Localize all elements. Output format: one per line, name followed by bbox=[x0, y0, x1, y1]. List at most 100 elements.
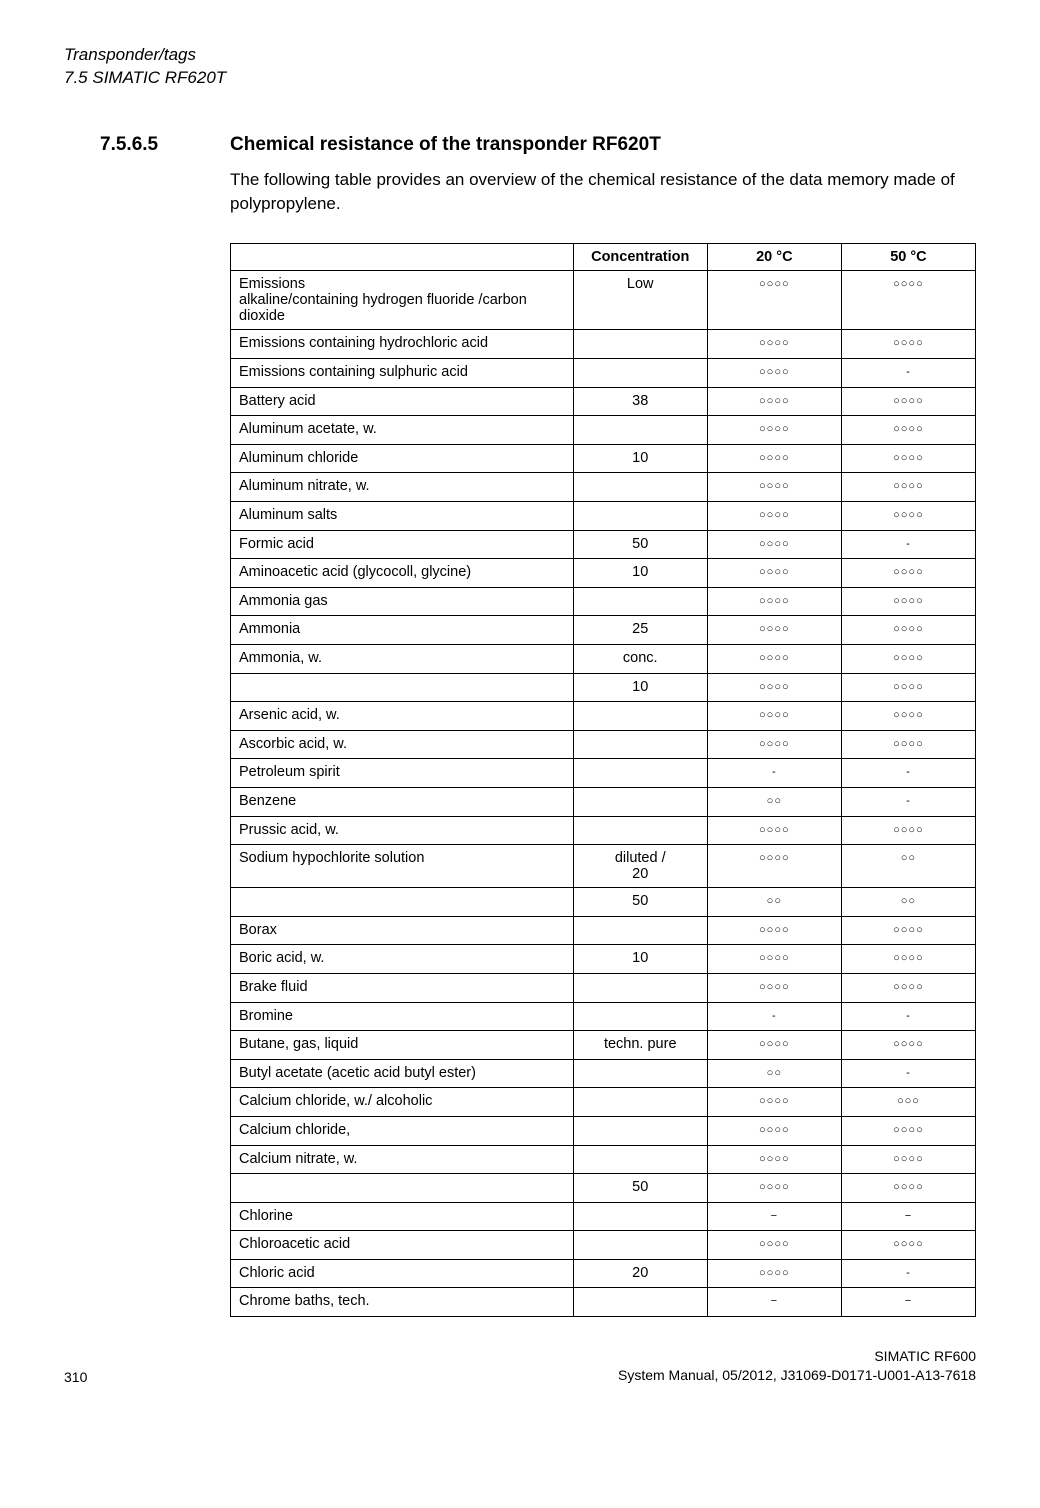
cell-concentration bbox=[573, 587, 707, 616]
cell-chemical: Aluminum salts bbox=[231, 502, 574, 531]
cell-20c: ○○○○ bbox=[707, 1231, 841, 1260]
cell-chemical: Borax bbox=[231, 916, 574, 945]
cell-chemical: Aluminum chloride bbox=[231, 444, 574, 473]
cell-20c: ○○○○ bbox=[707, 645, 841, 674]
col-20c: 20 °C bbox=[707, 244, 841, 271]
cell-concentration bbox=[573, 816, 707, 845]
cell-concentration: 10 bbox=[573, 559, 707, 588]
cell-50c: ○○○○ bbox=[841, 1031, 975, 1060]
cell-20c: ○○○○ bbox=[707, 502, 841, 531]
cell-concentration bbox=[573, 359, 707, 388]
table-row: Formic acid50○○○○- bbox=[231, 530, 976, 559]
cell-concentration: 10 bbox=[573, 673, 707, 702]
table-row: Prussic acid, w.○○○○○○○○ bbox=[231, 816, 976, 845]
cell-20c: ○○○○ bbox=[707, 1116, 841, 1145]
cell-50c: ○○○○ bbox=[841, 1231, 975, 1260]
table-row: Ammonia25○○○○○○○○ bbox=[231, 616, 976, 645]
cell-50c: − bbox=[841, 1288, 975, 1317]
cell-concentration bbox=[573, 1288, 707, 1317]
cell-chemical: Benzene bbox=[231, 787, 574, 816]
resistance-table-wrap: Concentration 20 °C 50 °C Emissions alka… bbox=[64, 243, 976, 1317]
footer-page-number: 310 bbox=[64, 1369, 87, 1385]
table-row: Butyl acetate (acetic acid butyl ester)○… bbox=[231, 1059, 976, 1088]
table-row: Aminoacetic acid (glycocoll, glycine)10○… bbox=[231, 559, 976, 588]
cell-concentration bbox=[573, 1116, 707, 1145]
cell-concentration bbox=[573, 787, 707, 816]
cell-concentration: diluted / 20 bbox=[573, 845, 707, 888]
table-row: Aluminum salts ○○○○○○○○ bbox=[231, 502, 976, 531]
table-row: Ammonia, w.conc.○○○○○○○○ bbox=[231, 645, 976, 674]
cell-chemical: Calcium nitrate, w. bbox=[231, 1145, 574, 1174]
cell-chemical: Arsenic acid, w. bbox=[231, 702, 574, 731]
cell-50c: ○○○○ bbox=[841, 416, 975, 445]
table-row: Ammonia gas○○○○○○○○ bbox=[231, 587, 976, 616]
cell-50c: - bbox=[841, 759, 975, 788]
table-row: Chlorine−− bbox=[231, 1202, 976, 1231]
table-row: Sodium hypochlorite solutiondiluted / 20… bbox=[231, 845, 976, 888]
cell-concentration bbox=[573, 330, 707, 359]
cell-chemical bbox=[231, 673, 574, 702]
cell-chemical: Calcium chloride, w./ alcoholic bbox=[231, 1088, 574, 1117]
header-line-1: Transponder/tags bbox=[64, 44, 976, 67]
cell-50c: - bbox=[841, 530, 975, 559]
cell-concentration bbox=[573, 1059, 707, 1088]
cell-20c: - bbox=[707, 1002, 841, 1031]
cell-20c: ○○ bbox=[707, 1059, 841, 1088]
cell-20c: ○○○○ bbox=[707, 271, 841, 330]
cell-chemical: Chloric acid bbox=[231, 1259, 574, 1288]
cell-chemical: Ammonia, w. bbox=[231, 645, 574, 674]
table-row: Aluminum acetate, w.○○○○○○○○ bbox=[231, 416, 976, 445]
cell-50c: - bbox=[841, 1002, 975, 1031]
cell-concentration bbox=[573, 416, 707, 445]
table-row: Bromine-- bbox=[231, 1002, 976, 1031]
cell-chemical bbox=[231, 888, 574, 917]
section-heading: 7.5.6.5 Chemical resistance of the trans… bbox=[64, 134, 976, 156]
table-row: Calcium chloride,○○○○○○○○ bbox=[231, 1116, 976, 1145]
table-row: Butane, gas, liquidtechn. pure○○○○○○○○ bbox=[231, 1031, 976, 1060]
cell-20c: ○○○○ bbox=[707, 916, 841, 945]
table-row: Calcium nitrate, w.○○○○○○○○ bbox=[231, 1145, 976, 1174]
cell-20c: ○○○○ bbox=[707, 330, 841, 359]
section-number: 7.5.6.5 bbox=[100, 134, 230, 156]
cell-chemical: Chrome baths, tech. bbox=[231, 1288, 574, 1317]
cell-50c: ○○○○ bbox=[841, 816, 975, 845]
table-row: Chrome baths, tech.−− bbox=[231, 1288, 976, 1317]
cell-50c: ○○○○ bbox=[841, 645, 975, 674]
cell-20c: ○○○○ bbox=[707, 444, 841, 473]
cell-concentration bbox=[573, 916, 707, 945]
cell-20c: - bbox=[707, 759, 841, 788]
cell-20c: ○○○○ bbox=[707, 973, 841, 1002]
cell-chemical: Brake fluid bbox=[231, 973, 574, 1002]
cell-concentration: 25 bbox=[573, 616, 707, 645]
cell-20c: ○○○○ bbox=[707, 1174, 841, 1203]
cell-20c: ○○○○ bbox=[707, 416, 841, 445]
cell-50c: - bbox=[841, 787, 975, 816]
page-header: Transponder/tags 7.5 SIMATIC RF620T bbox=[64, 44, 976, 90]
cell-50c: - bbox=[841, 1259, 975, 1288]
table-row: Boric acid, w.10○○○○○○○○ bbox=[231, 945, 976, 974]
cell-20c: ○○○○ bbox=[707, 530, 841, 559]
cell-concentration: 20 bbox=[573, 1259, 707, 1288]
cell-20c: ○○○○ bbox=[707, 387, 841, 416]
footer-doc-id: System Manual, 05/2012, J31069-D0171-U00… bbox=[618, 1366, 976, 1385]
cell-50c: ○○○○ bbox=[841, 1116, 975, 1145]
cell-20c: ○○○○ bbox=[707, 702, 841, 731]
cell-chemical: Aluminum nitrate, w. bbox=[231, 473, 574, 502]
cell-20c: ○○○○ bbox=[707, 1259, 841, 1288]
cell-chemical: Chlorine bbox=[231, 1202, 574, 1231]
table-row: Emissions containing sulphuric acid○○○○- bbox=[231, 359, 976, 388]
table-row: 50○○○○ bbox=[231, 888, 976, 917]
table-row: Petroleum spirit-- bbox=[231, 759, 976, 788]
cell-50c: ○○○○ bbox=[841, 559, 975, 588]
cell-concentration: 10 bbox=[573, 945, 707, 974]
col-concentration: Concentration bbox=[573, 244, 707, 271]
cell-50c: ○○○○ bbox=[841, 973, 975, 1002]
table-header-row: Concentration 20 °C 50 °C bbox=[231, 244, 976, 271]
table-body: Emissions alkaline/containing hydrogen f… bbox=[231, 271, 976, 1317]
cell-50c: ○○○○ bbox=[841, 502, 975, 531]
cell-concentration bbox=[573, 759, 707, 788]
cell-chemical: Formic acid bbox=[231, 530, 574, 559]
table-row: Benzene○○- bbox=[231, 787, 976, 816]
cell-chemical: Chloroacetic acid bbox=[231, 1231, 574, 1260]
header-line-2: 7.5 SIMATIC RF620T bbox=[64, 67, 976, 90]
